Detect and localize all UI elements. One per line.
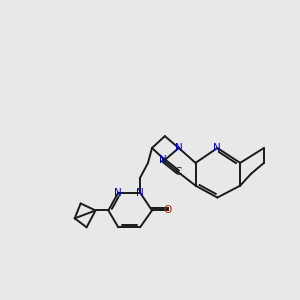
Text: O: O [164, 206, 172, 215]
Text: N: N [214, 143, 221, 153]
Text: N: N [159, 155, 167, 165]
Text: N: N [136, 188, 144, 198]
Text: C: C [174, 167, 182, 177]
Text: N: N [175, 143, 183, 153]
Text: N: N [114, 188, 122, 198]
